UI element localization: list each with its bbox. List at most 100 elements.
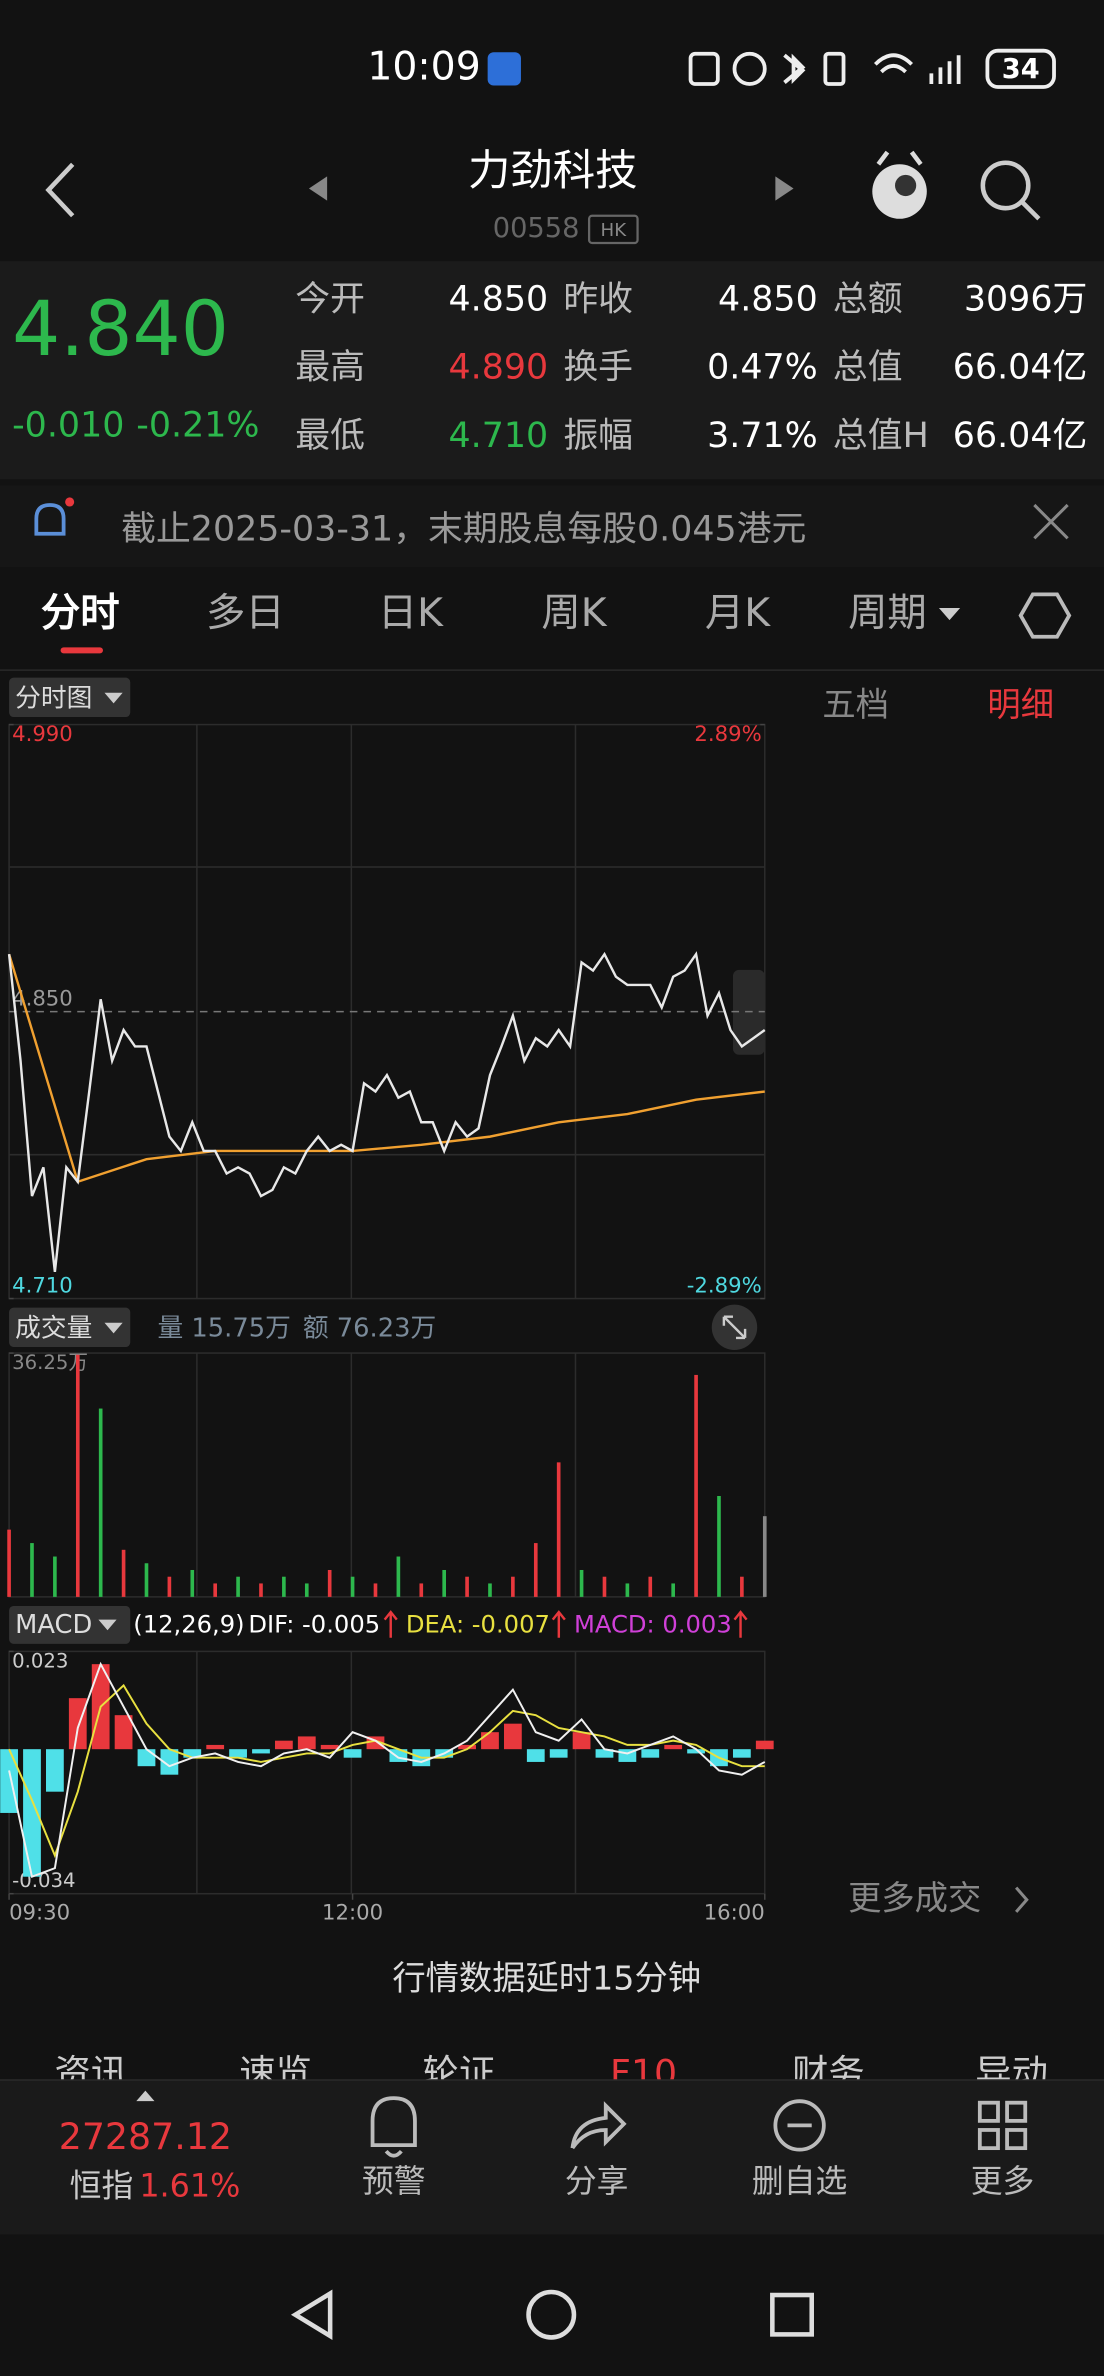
macd-bar	[664, 1744, 683, 1750]
y2-tick-label: 2.89%	[694, 721, 761, 746]
volume-bar	[648, 1576, 653, 1597]
period-tabs: 分时 多日 日K 周K 月K 周期	[41, 590, 927, 636]
notice-text[interactable]: 截止2025-03-31，末期股息每股0.045港元	[121, 510, 806, 550]
dea-line	[8, 1683, 765, 1859]
stat-label: 振幅	[563, 416, 633, 456]
chart-selector[interactable]	[9, 1605, 131, 1644]
macd-bar	[183, 1749, 202, 1758]
period-tab[interactable]: 多日	[206, 590, 285, 636]
volume-bar	[419, 1583, 424, 1597]
chart-selector[interactable]	[9, 677, 131, 718]
up-arrow	[551, 1610, 566, 1638]
volume-bar	[282, 1576, 286, 1597]
volume-bar	[533, 1543, 538, 1597]
mascot-icon[interactable]	[872, 150, 927, 219]
index-name: 恒指	[70, 2168, 134, 2205]
macd-bar	[320, 1744, 339, 1750]
y-tick-label: 0.023	[12, 1650, 68, 1673]
bottom-bar	[0, 2079, 1104, 2235]
period-tab[interactable]: 周K	[541, 590, 607, 636]
volume-bar	[373, 1583, 378, 1597]
macd-bar	[137, 1749, 156, 1767]
volume-bar	[53, 1556, 57, 1597]
stat-label: 最高	[295, 348, 365, 388]
macd-bar	[0, 1749, 18, 1813]
period-tab[interactable]: 日K	[378, 590, 444, 636]
period-tab[interactable]: 周期	[848, 590, 927, 636]
stat-value: 3.71%	[707, 416, 818, 456]
bottom-nav: 预警 分享 删自选 更多	[362, 2163, 1034, 2200]
status-icons	[688, 51, 961, 86]
chart-selector[interactable]	[9, 1307, 131, 1348]
nav-recent[interactable]	[770, 2292, 814, 2337]
volume-bar	[511, 1576, 515, 1597]
y-tick-label: 4.710	[12, 1272, 73, 1297]
stat-value: 66.04亿	[953, 416, 1088, 456]
chart-selector-label: 分时图	[15, 683, 92, 713]
period-tab[interactable]: 分时	[41, 590, 120, 636]
side-tab[interactable]: 五档	[822, 685, 889, 724]
nav-icons	[370, 2096, 1028, 2158]
dea-label: DEA: -0.007	[406, 1611, 550, 1639]
volume-bar	[762, 1516, 767, 1597]
volume-bar	[144, 1563, 149, 1597]
nav-label[interactable]: 预警	[362, 2163, 426, 2200]
stat-value: 4.890	[448, 348, 548, 388]
index-change: 1.61%	[139, 2168, 240, 2205]
up-arrow	[733, 1610, 748, 1638]
macd-bar	[297, 1736, 316, 1750]
volume-bar	[488, 1583, 492, 1597]
search-icon[interactable]	[980, 160, 1041, 221]
macd-bar	[503, 1723, 522, 1750]
nav-back[interactable]	[290, 2289, 333, 2340]
close-notice[interactable]	[1033, 503, 1069, 540]
stock-code: 00558	[493, 213, 580, 244]
stat-label: 今开	[295, 280, 365, 320]
up-arrow	[383, 1610, 398, 1638]
chevron	[1015, 1886, 1029, 1913]
volume-bar	[717, 1495, 721, 1597]
macd-bar	[458, 1744, 476, 1750]
x-tick-label: 16:00	[704, 1899, 765, 1924]
quote-panel	[0, 261, 1104, 480]
macd-bar	[595, 1749, 614, 1758]
dropdown-arrow	[104, 1322, 123, 1334]
macd-label: MACD: 0.003	[574, 1611, 732, 1639]
macd-bar	[687, 1749, 705, 1754]
nav-label[interactable]: 删自选	[752, 2163, 847, 2200]
expand-arrow	[136, 2090, 155, 2102]
side-tab[interactable]: 明细	[987, 685, 1054, 724]
stat-label: 总值	[833, 348, 903, 388]
period-tab[interactable]: 月K	[705, 590, 771, 636]
more-trades[interactable]: 更多成交	[848, 1878, 981, 1917]
volume-bar	[602, 1576, 607, 1597]
stat-label: 昨收	[563, 280, 633, 320]
dropdown-arrow	[98, 1619, 117, 1631]
last-price: 4.840	[12, 285, 229, 373]
price-change-pct: -0.21%	[136, 405, 259, 445]
nav-label[interactable]: 分享	[565, 2163, 629, 2200]
market: HK	[601, 220, 628, 241]
volume-bar	[740, 1576, 744, 1597]
stat-label: 最低	[295, 416, 365, 456]
back-button[interactable]	[45, 162, 75, 218]
macd-bar	[114, 1715, 133, 1750]
next-stock[interactable]	[775, 176, 794, 201]
macd-bar	[343, 1749, 362, 1758]
macd-bar	[274, 1740, 293, 1750]
macd-bar	[641, 1749, 660, 1758]
stat-value: 4.850	[448, 280, 548, 320]
nav-label[interactable]: 更多	[971, 2163, 1035, 2200]
settings-icon[interactable]	[1018, 592, 1072, 639]
stat-value: 4.710	[448, 416, 548, 456]
active-tab-indicator	[60, 647, 103, 654]
expand-icon[interactable]	[711, 1304, 758, 1351]
index-value[interactable]: 27287.12	[59, 2115, 232, 2158]
x-tick-label: 09:30	[9, 1899, 70, 1924]
nav-home[interactable]	[526, 2289, 577, 2340]
macd-bar	[206, 1744, 225, 1750]
prev-stock[interactable]	[308, 176, 328, 201]
stock-name: 力劲科技	[468, 146, 638, 195]
chart-selector-label: 成交量	[15, 1313, 92, 1343]
macd-bar	[68, 1698, 87, 1750]
